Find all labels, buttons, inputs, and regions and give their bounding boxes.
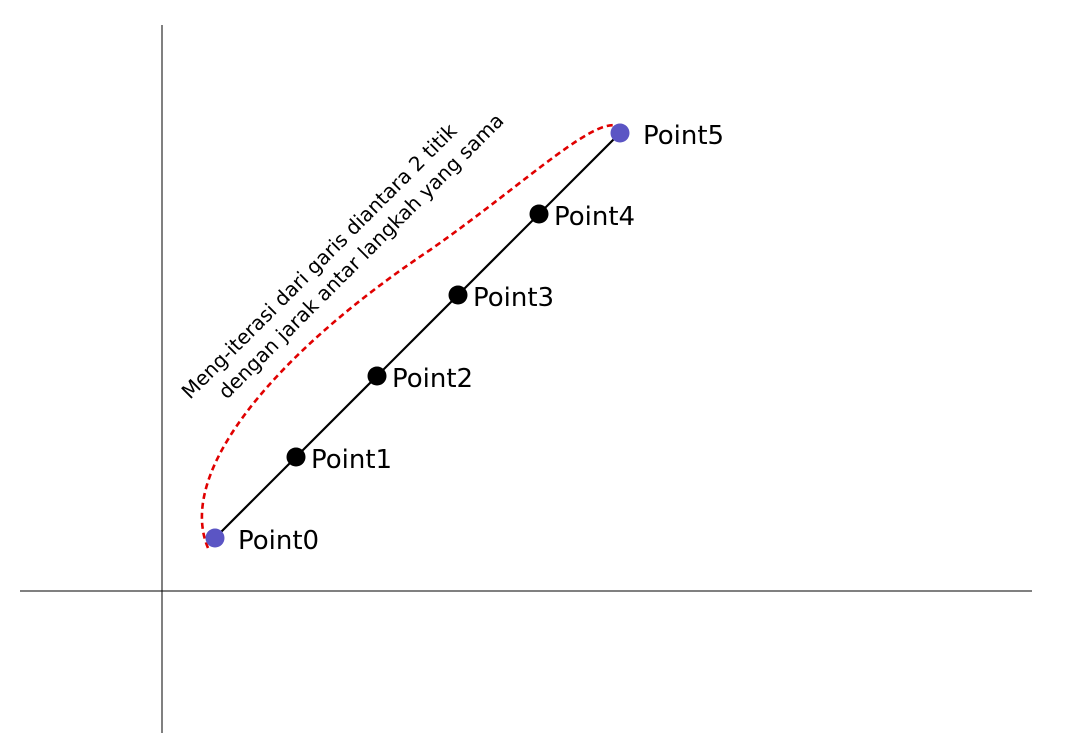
point-4-marker bbox=[529, 204, 549, 224]
iteration-arc bbox=[200, 123, 623, 549]
point-2-marker bbox=[367, 366, 387, 386]
point-4-label: Point4 bbox=[554, 202, 635, 232]
annotation-line-1: Meng-iterasi dari garis diantara 2 titik bbox=[177, 118, 462, 403]
point-0-marker bbox=[205, 528, 225, 548]
points-group: Point0 Point1 Point2 Point3 Point4 Point5 bbox=[205, 121, 724, 556]
point-5-marker bbox=[610, 123, 630, 143]
point-5-label: Point5 bbox=[643, 121, 724, 151]
line-segment bbox=[214, 132, 621, 539]
point-0-label: Point0 bbox=[238, 526, 319, 556]
point-1-label: Point1 bbox=[311, 445, 392, 475]
annotation-line-2: dengan jarak antar langkah yang sama bbox=[213, 108, 508, 403]
point-1-marker bbox=[286, 447, 306, 467]
point-2-label: Point2 bbox=[392, 364, 473, 394]
point-3-marker bbox=[448, 285, 468, 305]
point-3-label: Point3 bbox=[473, 283, 554, 313]
